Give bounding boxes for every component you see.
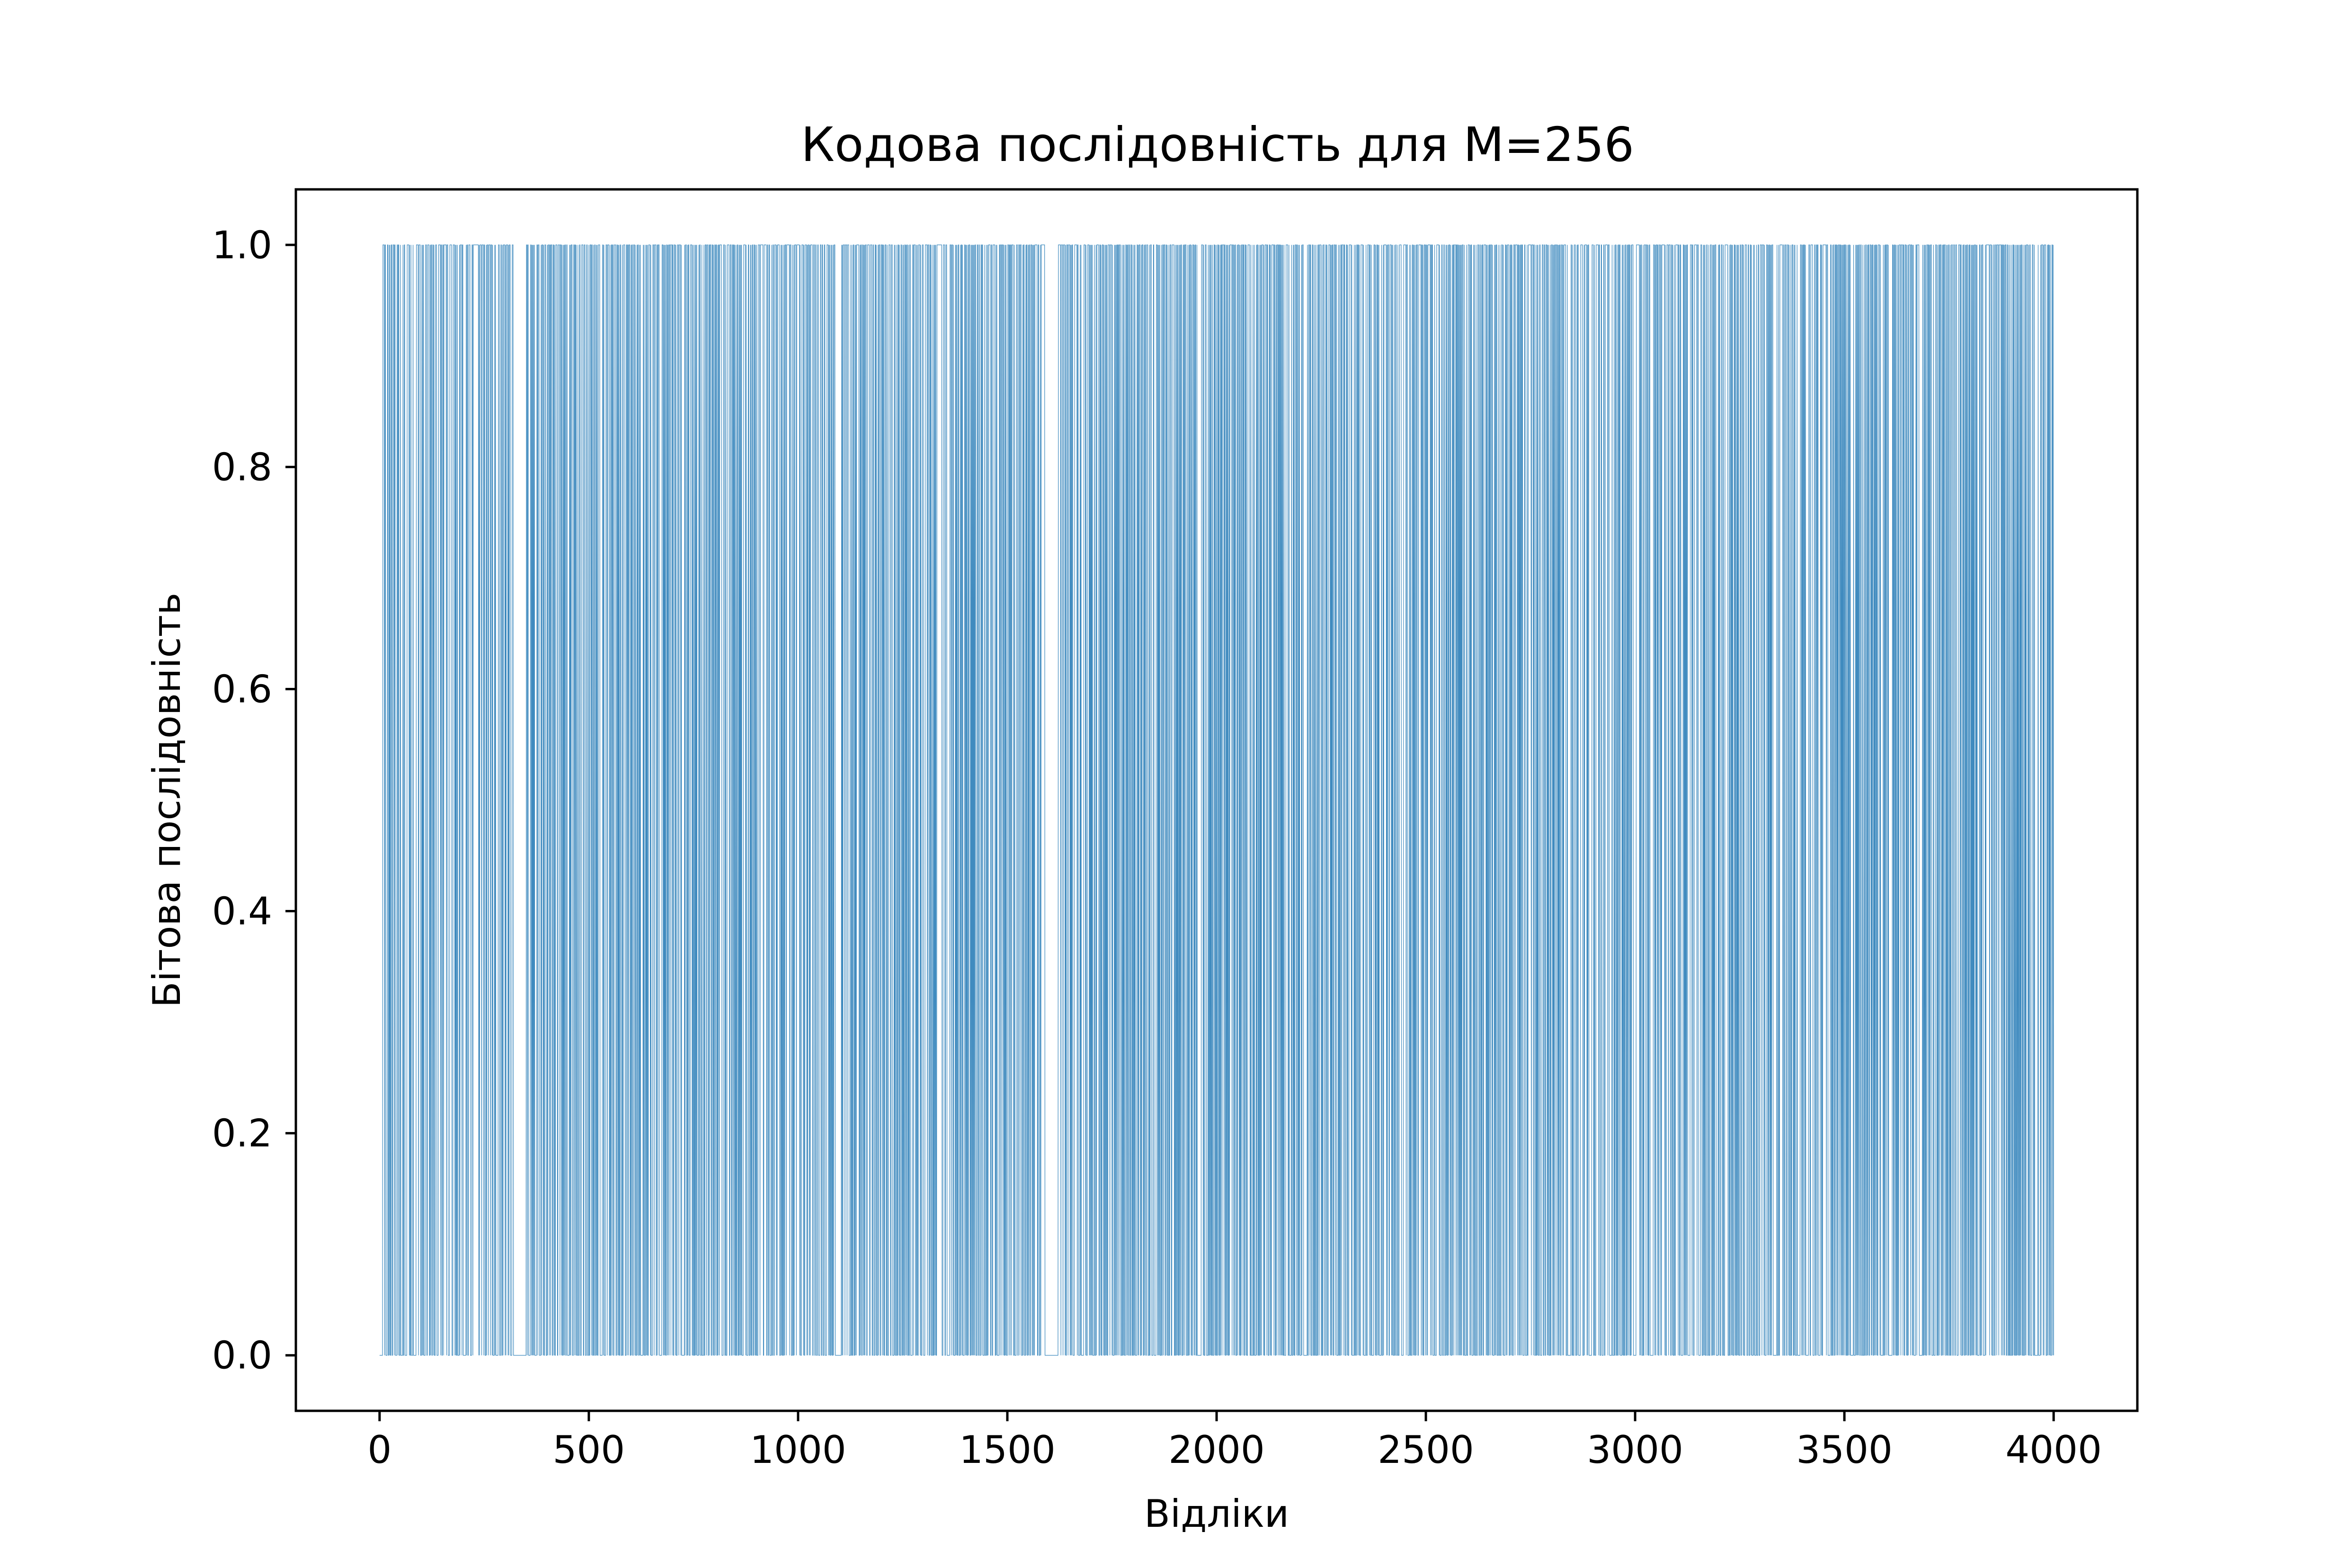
- x-tick-label: 1000: [750, 1428, 846, 1472]
- x-tick-label: 3500: [1796, 1428, 1893, 1472]
- x-axis-label: Відліки: [1144, 1492, 1289, 1536]
- y-tick-label: 0.2: [212, 1112, 272, 1156]
- y-tick-label: 1.0: [212, 223, 272, 267]
- y-axis-label: Бітова послідовність: [145, 593, 189, 1008]
- x-tick-label: 0: [367, 1428, 391, 1472]
- x-axis: 0 500 1000 1500 2000 2500 3000 3500 4000: [367, 1411, 2102, 1472]
- y-axis: 0.0 0.2 0.4 0.6 0.8 1.0: [212, 223, 296, 1378]
- x-tick-label: 2500: [1378, 1428, 1474, 1472]
- y-tick-label: 0.6: [212, 667, 272, 711]
- x-tick-label: 500: [553, 1428, 625, 1472]
- y-tick-label: 0.8: [212, 445, 272, 489]
- x-tick-label: 1500: [959, 1428, 1056, 1472]
- x-tick-label: 3000: [1587, 1428, 1683, 1472]
- plot-area: [379, 244, 2054, 1356]
- series-line: [379, 244, 2054, 1356]
- y-tick-label: 0.4: [212, 890, 272, 934]
- y-tick-label: 0.0: [212, 1334, 272, 1378]
- x-tick-label: 4000: [2005, 1428, 2102, 1472]
- chart-title: Кодова послідовність для M=256: [801, 117, 1634, 172]
- x-tick-label: 2000: [1168, 1428, 1265, 1472]
